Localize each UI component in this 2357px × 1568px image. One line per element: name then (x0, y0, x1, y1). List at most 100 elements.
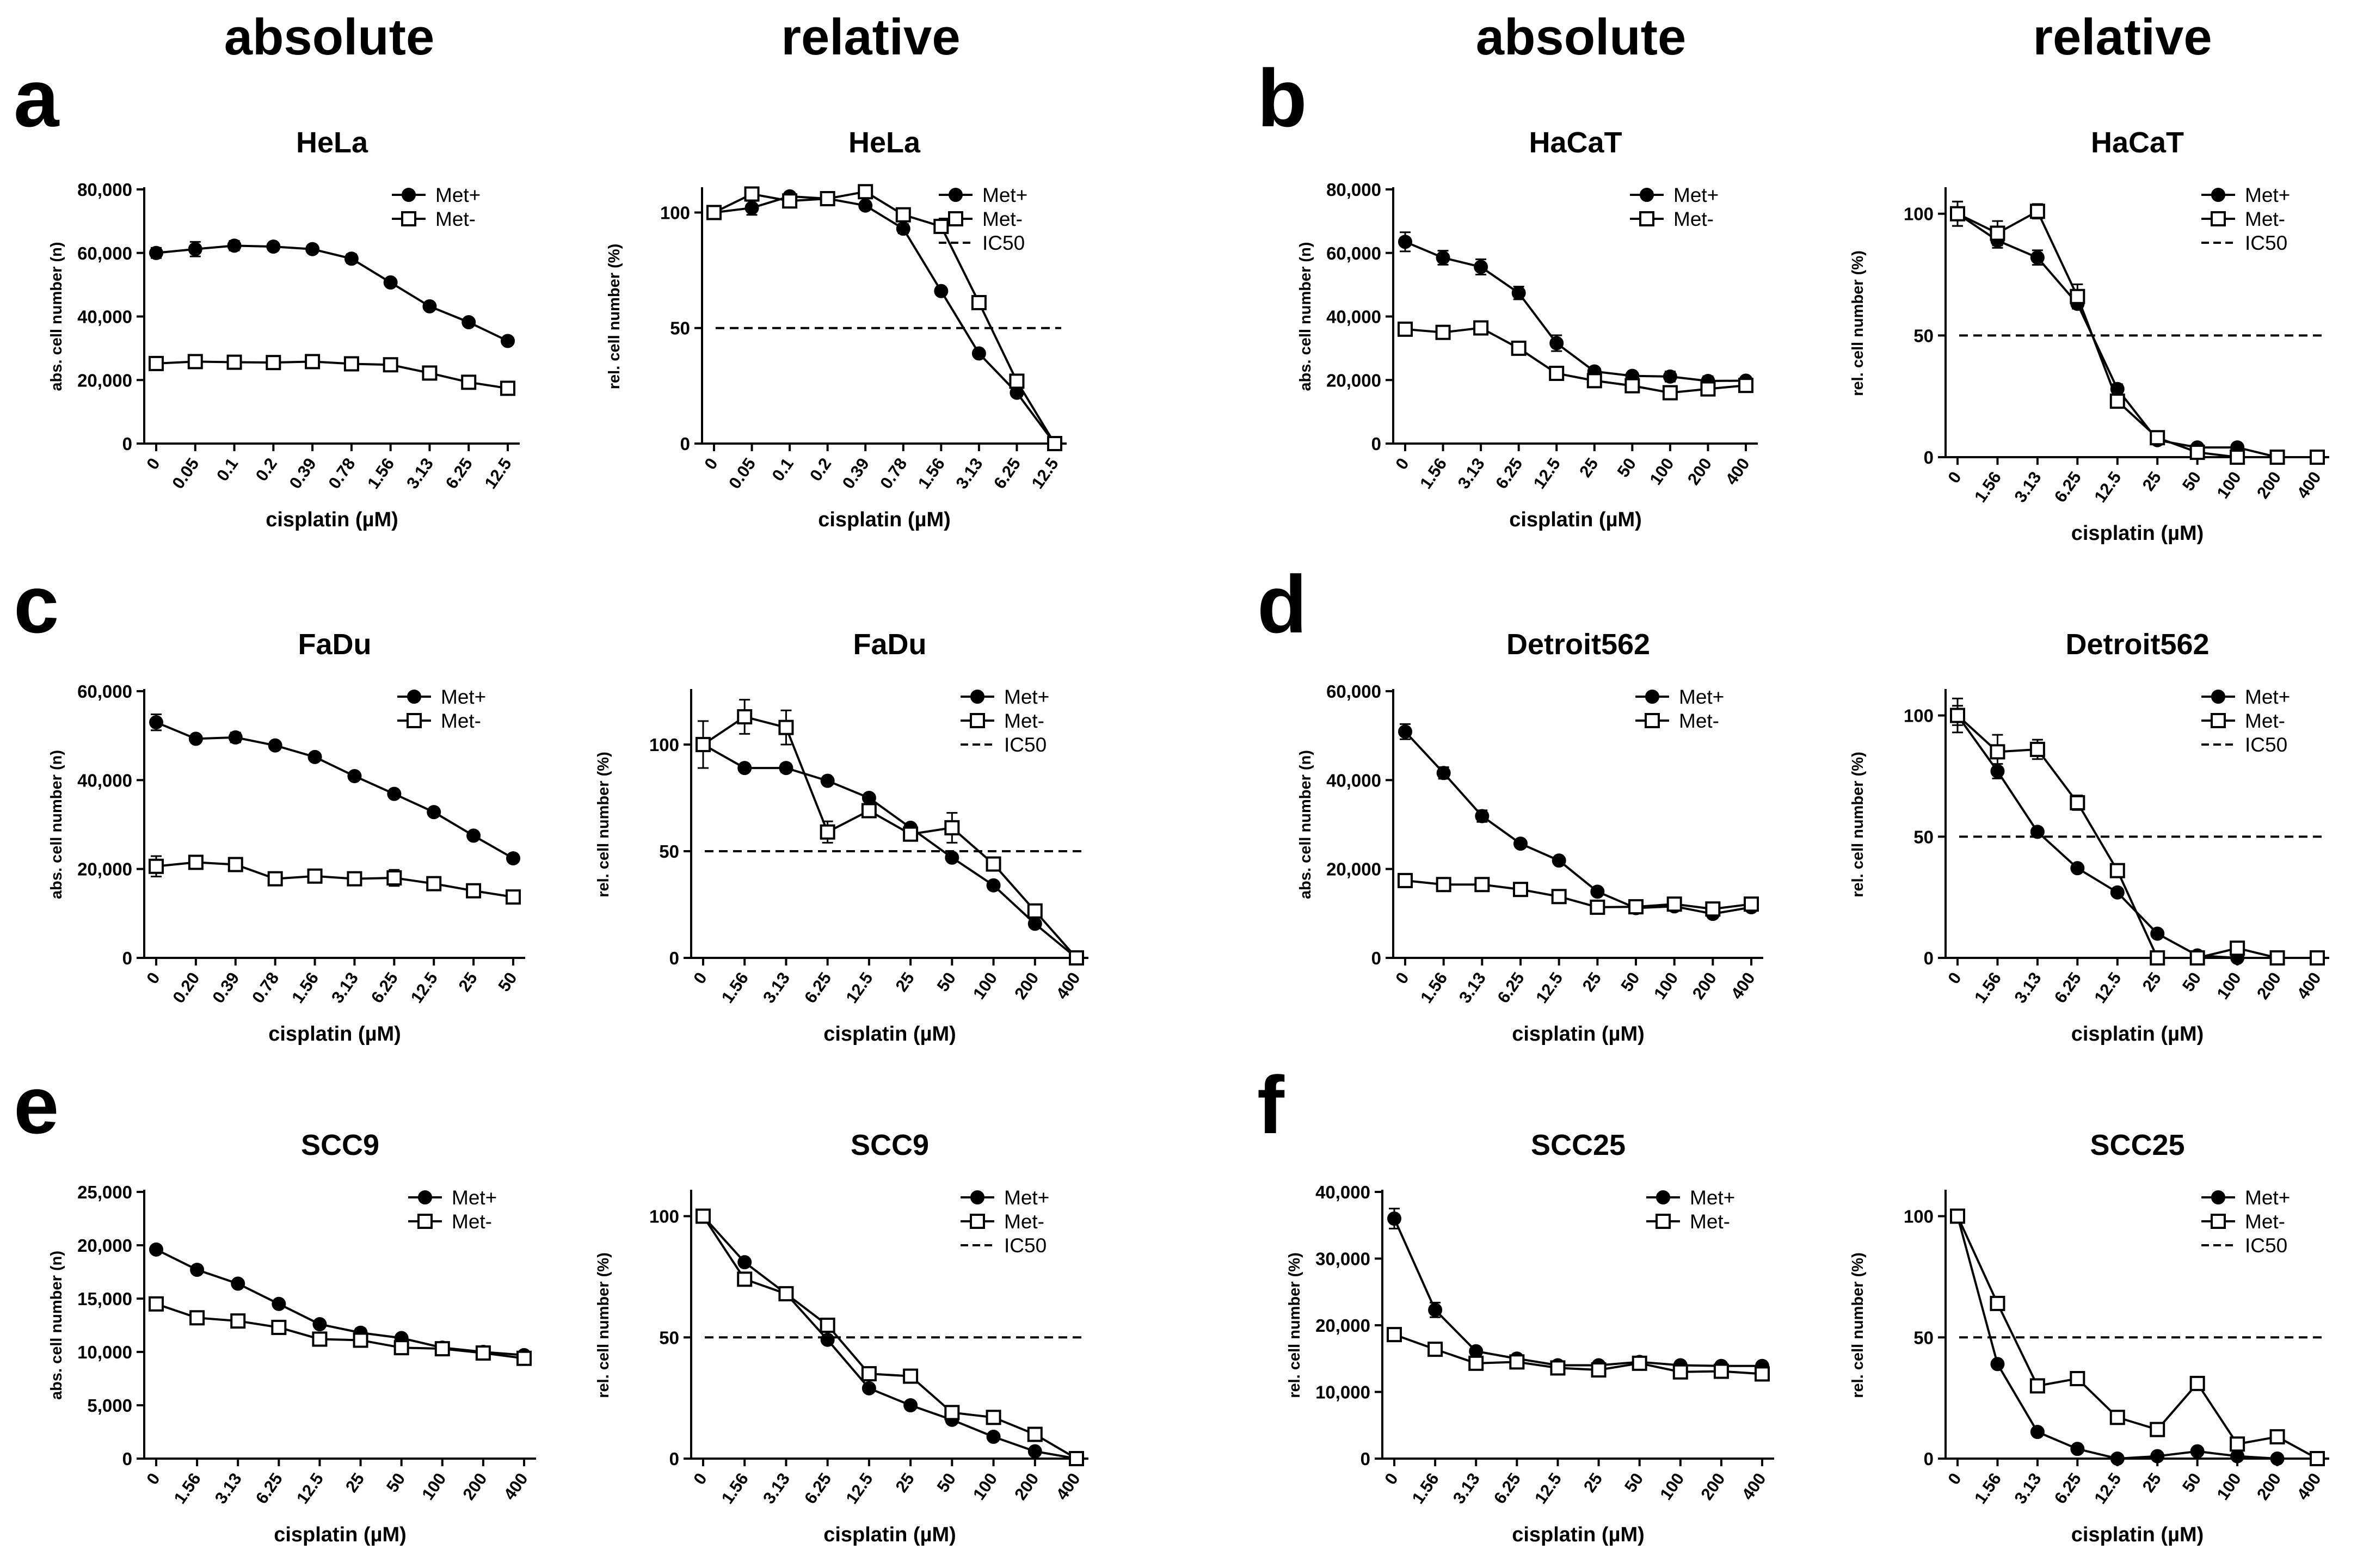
chart-title: HeLa (296, 126, 368, 159)
x-tick-label: 100 (969, 969, 1001, 1003)
data-point (2230, 450, 2245, 465)
legend-swatch-marker (970, 1214, 985, 1229)
data-point (1387, 1327, 1402, 1343)
legend-swatch-marker (407, 690, 421, 704)
data-point (149, 715, 163, 730)
data-point (858, 198, 873, 213)
y-tick-label: 20,000 (77, 370, 132, 390)
data-point (2230, 1436, 2245, 1452)
data-point (2269, 950, 2285, 966)
data-point (944, 820, 960, 835)
data-point (230, 1313, 246, 1329)
data-point (1027, 917, 1042, 931)
x-tick-label: 100 (2213, 468, 2245, 502)
y-tick-label: 5,000 (87, 1395, 132, 1416)
series-line (1956, 715, 2317, 959)
data-point (188, 854, 204, 870)
data-point (1990, 744, 2005, 760)
x-tick-label: 0 (143, 1469, 164, 1488)
data-point (307, 868, 323, 884)
data-point (1047, 436, 1062, 451)
data-point (858, 184, 873, 200)
data-point (934, 284, 949, 298)
x-tick-label: 3.13 (952, 454, 986, 493)
series-line (156, 244, 508, 342)
x-tick-label: 0 (690, 969, 711, 987)
data-point (1475, 809, 1490, 823)
data-point (1513, 882, 1528, 897)
legend-label: Met- (1004, 1210, 1044, 1233)
legend-swatch-marker (407, 713, 422, 728)
data-point (353, 1332, 368, 1348)
data-point (149, 858, 164, 874)
legend-label: Met- (2245, 208, 2285, 230)
y-axis-label: abs. cell number (n) (48, 750, 65, 899)
x-tick-label: 100 (1656, 1469, 1688, 1503)
x-tick-label: 0.39 (208, 969, 243, 1007)
x-tick-label: 1.56 (718, 969, 752, 1007)
data-point (347, 768, 362, 783)
x-axis-label: cisplatin (µM) (266, 508, 398, 531)
legend-swatch-marker (2211, 211, 2226, 226)
data-point (506, 851, 520, 866)
legend: Met+Met-IC50 (2201, 1186, 2290, 1257)
y-tick-label: 60,000 (1326, 681, 1381, 702)
y-axis-label: rel. cell number (%) (595, 1252, 612, 1398)
series-Met-plus (1398, 723, 1758, 921)
series-line (156, 360, 508, 390)
legend: Met+Met- (392, 184, 481, 230)
data-point (696, 737, 711, 752)
data-point (1755, 1366, 1770, 1382)
legend: Met+Met-IC50 (939, 184, 1027, 254)
legend: Met+Met- (397, 686, 486, 732)
data-point (1474, 260, 1488, 274)
data-point (1705, 901, 1721, 917)
y-tick-label: 100 (649, 735, 679, 755)
series-line (1394, 1333, 1763, 1375)
x-tick-label: 25 (1579, 969, 1605, 995)
y-tick-label: 20,000 (77, 1235, 132, 1256)
y-axis-label: abs. cell number (n) (1297, 242, 1314, 391)
chart-title: FaDu (853, 628, 927, 661)
x-axis-label: cisplatin (µM) (2071, 522, 2204, 545)
y-axis-label: rel. cell number (%) (1849, 250, 1867, 396)
data-point (744, 186, 760, 202)
data-point (344, 251, 359, 266)
x-tick-label: 12.5 (2090, 969, 2125, 1007)
legend-label: IC50 (2245, 232, 2287, 254)
data-point (228, 730, 243, 745)
x-tick-label: 6.25 (1492, 454, 1526, 493)
data-point (426, 876, 442, 891)
data-point (227, 857, 243, 872)
x-tick-label: 400 (2293, 1469, 2324, 1503)
data-point (190, 1263, 205, 1277)
x-axis-label: cisplatin (µM) (2071, 1523, 2204, 1546)
data-point (2190, 1444, 2205, 1459)
data-point (461, 315, 476, 330)
x-tick-label: 25 (1576, 454, 1602, 481)
x-tick-label: 0 (1392, 454, 1413, 473)
data-point (1473, 320, 1489, 336)
data-point (744, 200, 759, 215)
x-tick-label: 50 (2178, 1469, 2205, 1496)
data-point (1744, 896, 1759, 912)
legend-label: Met+ (982, 184, 1027, 206)
series-Met-minus (1398, 872, 1759, 917)
x-tick-label: 1.56 (1971, 468, 2005, 506)
data-point (1551, 889, 1567, 905)
data-point (1550, 1360, 1566, 1376)
x-tick-label: 3.13 (2010, 1469, 2045, 1508)
data-point (945, 850, 959, 865)
x-tick-label: 0 (1392, 969, 1413, 987)
x-tick-label: 200 (1689, 969, 1720, 1003)
series-line (156, 1302, 525, 1360)
data-point (1009, 373, 1025, 389)
data-point (516, 1350, 532, 1366)
series-Met-minus (706, 184, 1062, 451)
data-point (1700, 381, 1716, 397)
legend-swatch-marker (970, 1190, 984, 1204)
data-point (434, 1341, 450, 1357)
data-point (1549, 365, 1565, 381)
series-line (702, 1215, 1077, 1460)
series-Met-minus (149, 1296, 532, 1366)
